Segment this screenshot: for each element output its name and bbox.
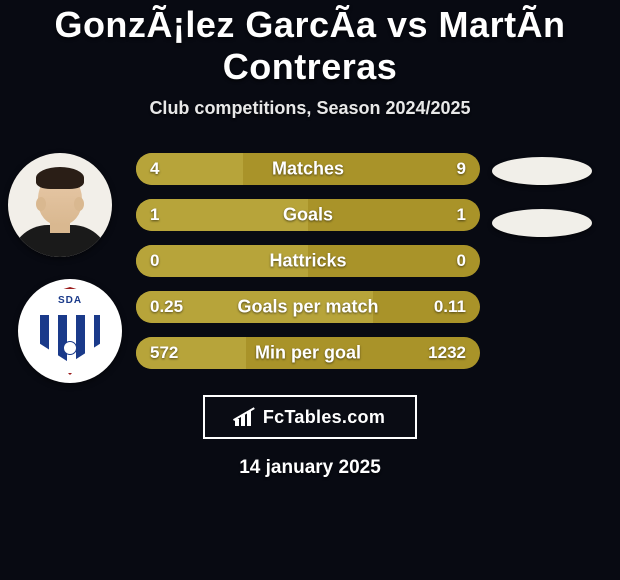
stat-row: 4 Matches 9	[136, 153, 480, 185]
stat-left-value: 1	[150, 205, 159, 225]
stat-label: Matches	[272, 159, 344, 180]
stats-area: SDA 4 Matches 9 1 Goals	[0, 153, 620, 373]
brand-text: FcTables.com	[263, 407, 385, 428]
snapshot-date: 14 january 2025	[0, 457, 620, 479]
subtitle: Club competitions, Season 2024/2025	[0, 98, 620, 119]
stat-left-value: 572	[150, 343, 178, 363]
brand-box[interactable]: FcTables.com	[203, 395, 417, 439]
stat-right-value: 1	[457, 205, 466, 225]
stat-row: 0 Hattricks 0	[136, 245, 480, 277]
stat-bars: 4 Matches 9 1 Goals 1 0 Hattricks 0 0.25…	[136, 153, 480, 383]
stat-left-value: 0	[150, 251, 159, 271]
stat-row: 572 Min per goal 1232	[136, 337, 480, 369]
stat-right-value: 0.11	[434, 297, 466, 317]
stat-left-value: 4	[150, 159, 159, 179]
stat-right-value: 0	[457, 251, 466, 271]
stat-label: Goals	[283, 205, 333, 226]
player1-avatar	[8, 153, 112, 257]
stat-label: Min per goal	[255, 343, 361, 364]
comparison-card: GonzÃ¡lez GarcÃ­a vs MartÃ­n Contreras C…	[0, 0, 620, 580]
page-title: GonzÃ¡lez GarcÃ­a vs MartÃ­n Contreras	[0, 4, 620, 88]
stat-left-value: 0.25	[150, 297, 183, 317]
stat-right-value: 9	[457, 159, 466, 179]
player2-club-placeholder	[492, 209, 592, 237]
left-column: SDA	[8, 153, 123, 383]
right-column	[492, 157, 602, 261]
stat-row: 0.25 Goals per match 0.11	[136, 291, 480, 323]
stat-label: Hattricks	[269, 251, 346, 272]
player2-avatar-placeholder	[492, 157, 592, 185]
club-badge-text: SDA	[58, 295, 82, 306]
stat-label: Goals per match	[237, 297, 378, 318]
player1-club-badge: SDA	[18, 279, 122, 383]
brand-chart-icon	[235, 408, 257, 426]
stat-right-value: 1232	[428, 343, 466, 363]
stat-row: 1 Goals 1	[136, 199, 480, 231]
